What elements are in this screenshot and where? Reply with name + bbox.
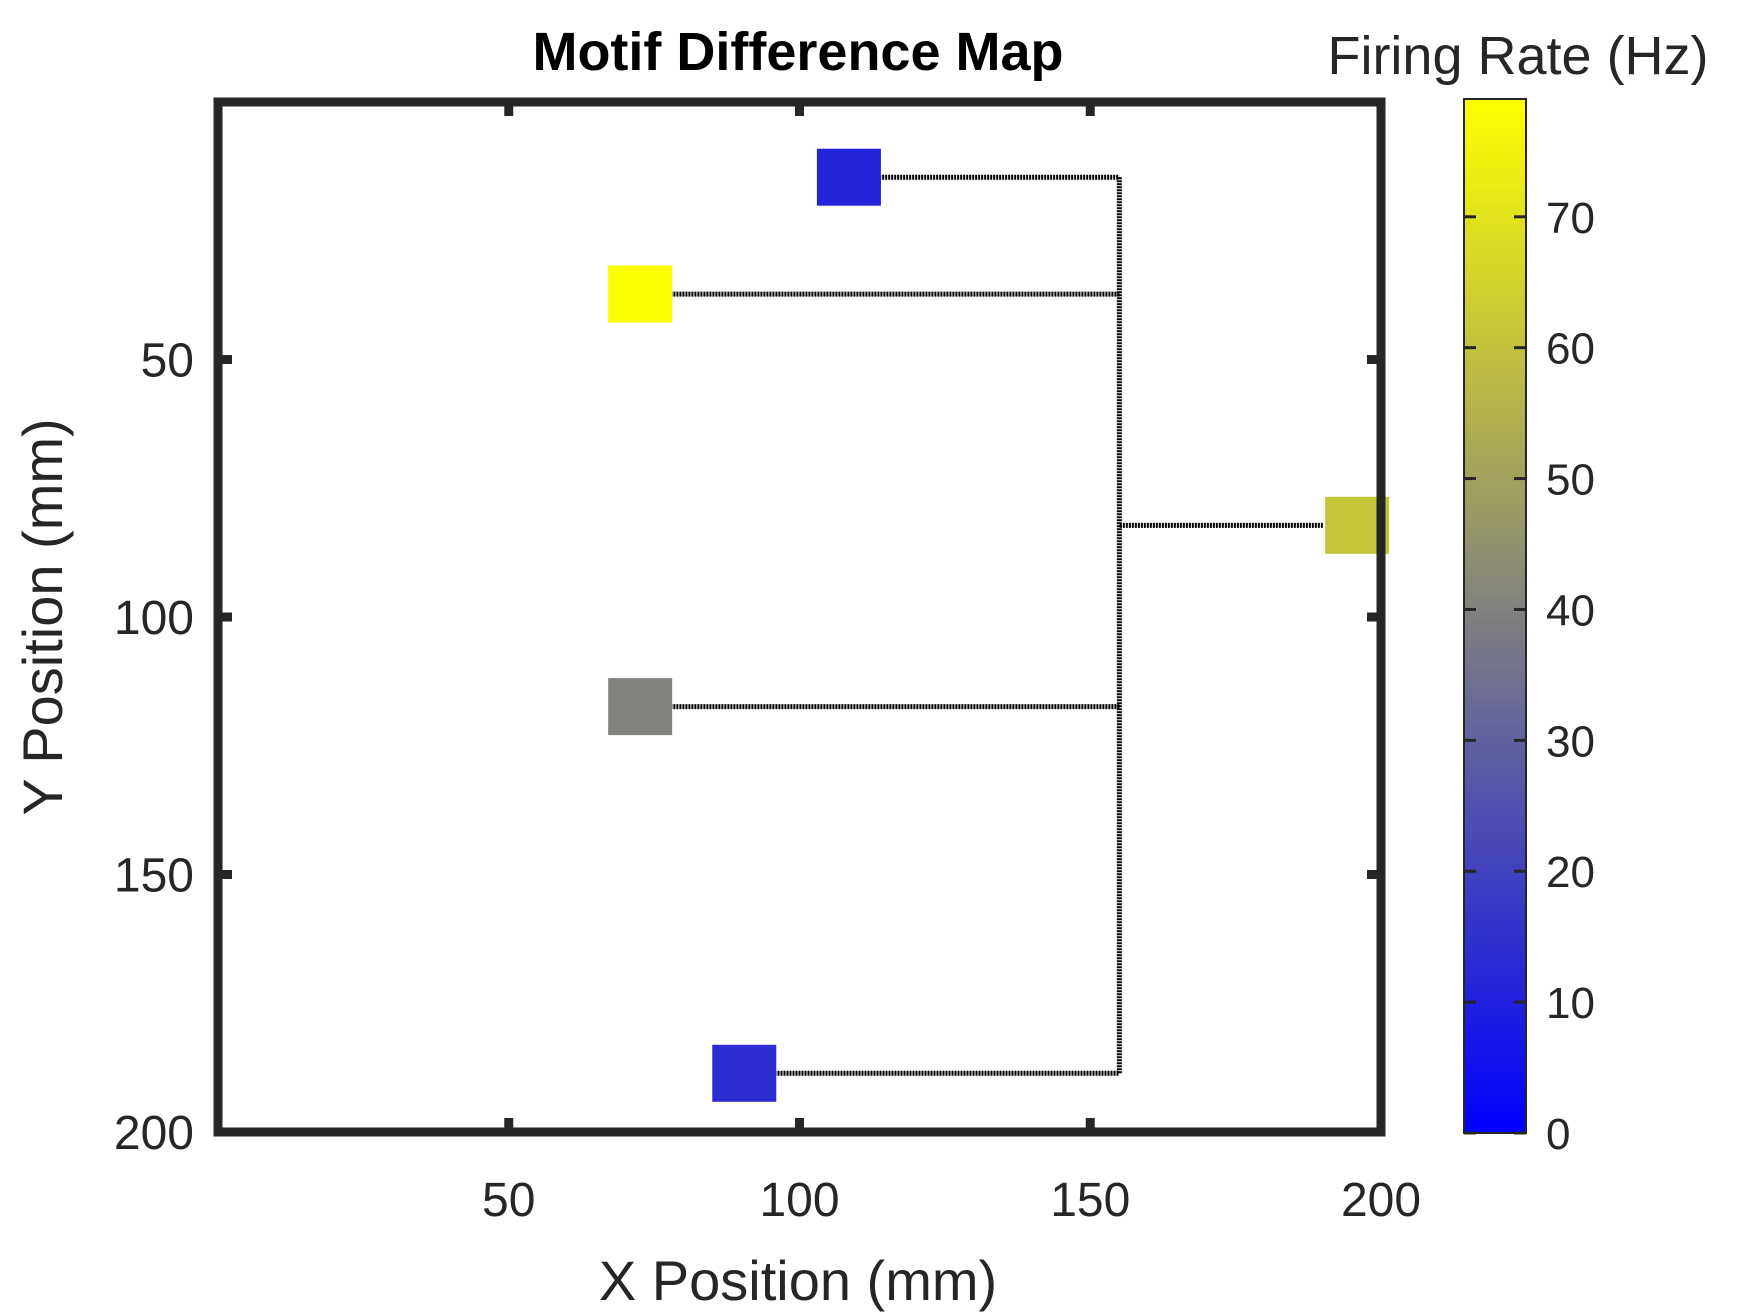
chart-title: Motif Difference Map [532, 22, 1063, 82]
x-tick-label: 50 [482, 1174, 535, 1227]
colorbar-tick-label: 20 [1546, 848, 1595, 897]
colorbar-tick-label: 60 [1546, 325, 1595, 374]
colorbar-label: Firing Rate (Hz) [1327, 26, 1708, 86]
y-tick-label: 150 [114, 850, 194, 903]
data-point [608, 678, 673, 736]
y-tick-label: 50 [141, 335, 194, 388]
y-axis-label: Y Position (mm) [11, 418, 74, 815]
data-point [608, 265, 673, 323]
plot-background [218, 102, 1381, 1132]
colorbar-tick-label: 40 [1546, 586, 1595, 635]
y-tick-label: 200 [114, 1107, 194, 1160]
plot-area [213, 97, 1390, 1137]
data-point [816, 148, 881, 206]
colorbar-gradient [1463, 98, 1527, 1134]
connection-lines [670, 174, 1323, 1076]
colorbar-tick-label: 10 [1546, 979, 1595, 1028]
y-tick-labels: 50 100 150 200 [114, 335, 194, 1161]
y-tick-label: 100 [114, 592, 194, 645]
x-tick-label: 200 [1341, 1174, 1421, 1227]
axes-frame [213, 97, 1386, 1137]
colorbar-tick-label: 0 [1546, 1110, 1570, 1159]
x-tick-label: 150 [1050, 1174, 1130, 1227]
data-point [712, 1044, 777, 1102]
x-tick-label: 100 [759, 1174, 839, 1227]
colorbar-tick-label: 70 [1546, 194, 1595, 243]
colorbar-tick-label: 50 [1546, 456, 1595, 505]
x-axis-label: X Position (mm) [599, 1249, 997, 1312]
x-tick-labels: 50 100 150 200 [482, 1174, 1421, 1227]
colorbar-ticks: 0 10 20 30 40 50 60 70 [1464, 194, 1595, 1159]
colorbar-tick-label: 30 [1546, 717, 1595, 766]
colorbar: 0 10 20 30 40 50 60 70 [1463, 98, 1595, 1159]
